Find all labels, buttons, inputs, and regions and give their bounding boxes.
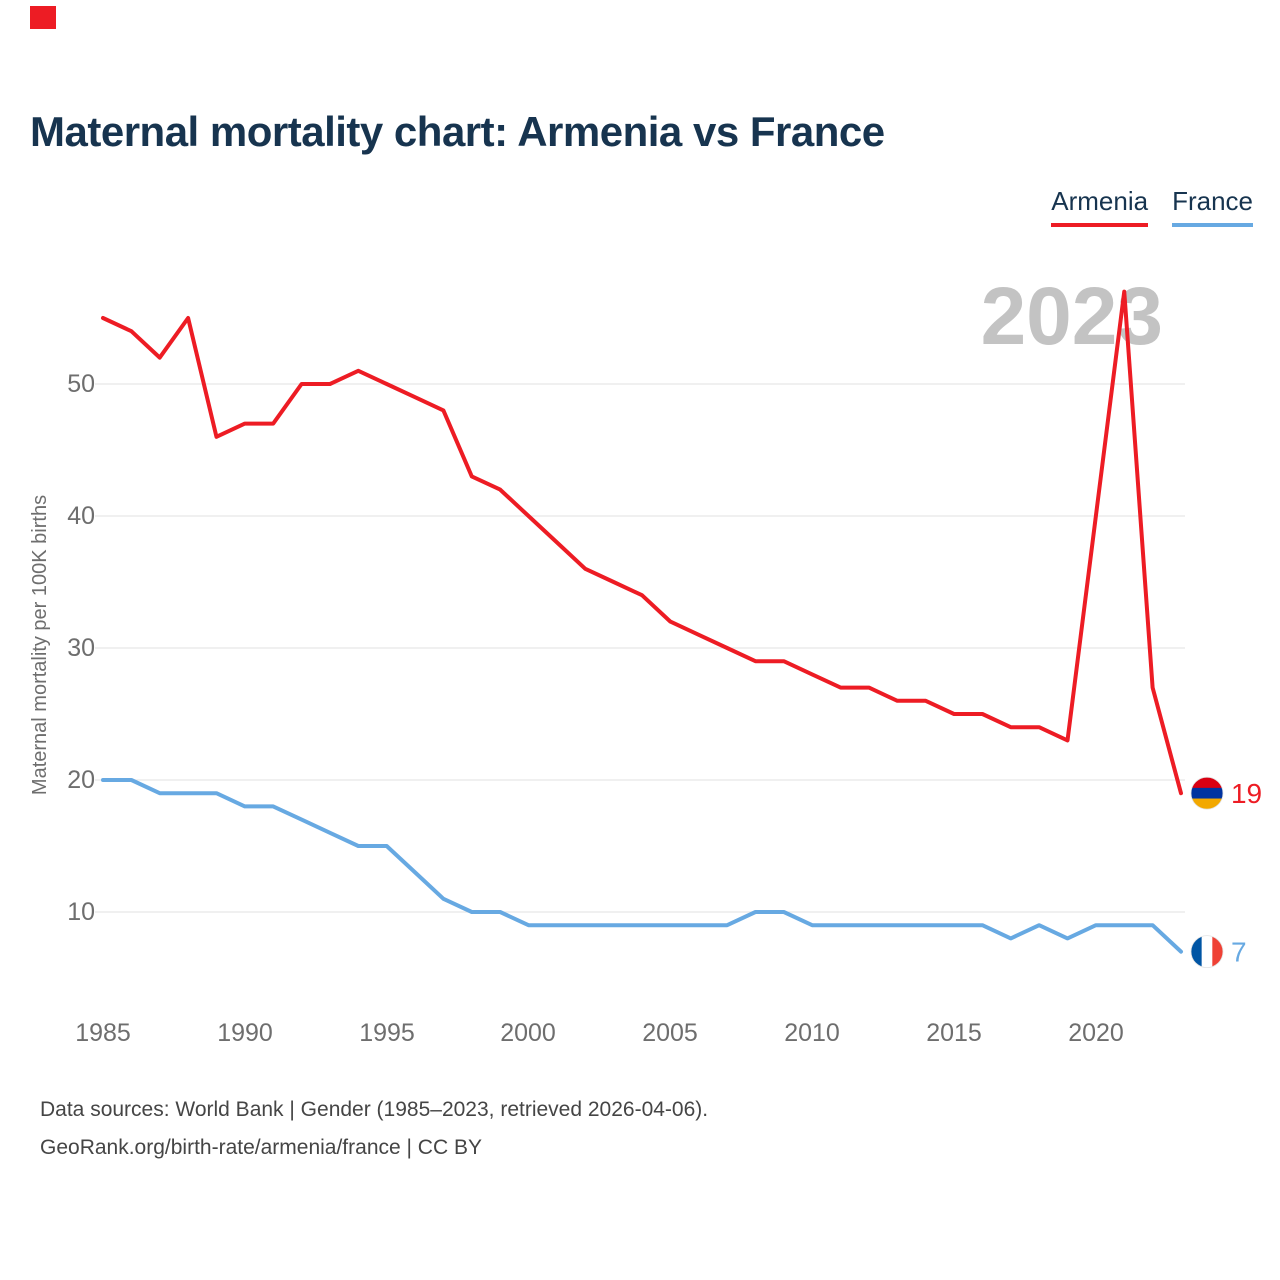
- y-tick: 20: [67, 766, 95, 794]
- footer-attribution: GeoRank.org/birth-rate/armenia/france | …: [40, 1136, 482, 1159]
- y-tick: 40: [67, 502, 95, 530]
- y-axis-label: Maternal mortality per 100K births: [29, 495, 51, 795]
- x-tick: 2010: [784, 1019, 840, 1047]
- legend: Armenia France: [1051, 186, 1253, 227]
- series-layer: 19 7: [101, 289, 1262, 968]
- red-corner-marker: [30, 6, 56, 29]
- x-tick: 1985: [75, 1019, 131, 1047]
- end-value-france: 7: [1231, 937, 1247, 968]
- end-value-armenia: 19: [1231, 778, 1262, 809]
- x-tick: 2015: [926, 1019, 982, 1047]
- x-axis-ticks: 1985 1990 1995 2000 2005 2010 2015 2020: [75, 1019, 1124, 1047]
- gridlines: [95, 383, 1185, 913]
- france-flag-ring: [1190, 935, 1224, 968]
- y-axis-ticks: 10 20 30 40 50: [67, 370, 95, 926]
- france-flag-icon: [1190, 935, 1224, 968]
- armenia-flag-icon: [1190, 776, 1224, 810]
- year-watermark: 2023: [981, 271, 1163, 362]
- x-tick: 1995: [359, 1019, 415, 1047]
- page-title: Maternal mortality chart: Armenia vs Fra…: [30, 108, 885, 155]
- line-armenia: [101, 289, 1183, 796]
- footer-sources: Data sources: World Bank | Gender (1985–…: [40, 1098, 709, 1121]
- legend-item-armenia[interactable]: Armenia: [1051, 186, 1149, 227]
- y-tick: 50: [67, 370, 95, 398]
- x-tick: 2000: [500, 1019, 556, 1047]
- legend-item-france[interactable]: France: [1172, 186, 1253, 227]
- line-france: [101, 778, 1183, 954]
- x-tick: 2020: [1068, 1019, 1124, 1047]
- armenia-flag-ring: [1190, 776, 1224, 810]
- x-tick: 2005: [642, 1019, 698, 1047]
- y-tick: 10: [67, 898, 95, 926]
- y-tick: 30: [67, 634, 95, 662]
- x-tick: 1990: [217, 1019, 273, 1047]
- footer: Data sources: World Bank | Gender (1985–…: [40, 1091, 708, 1167]
